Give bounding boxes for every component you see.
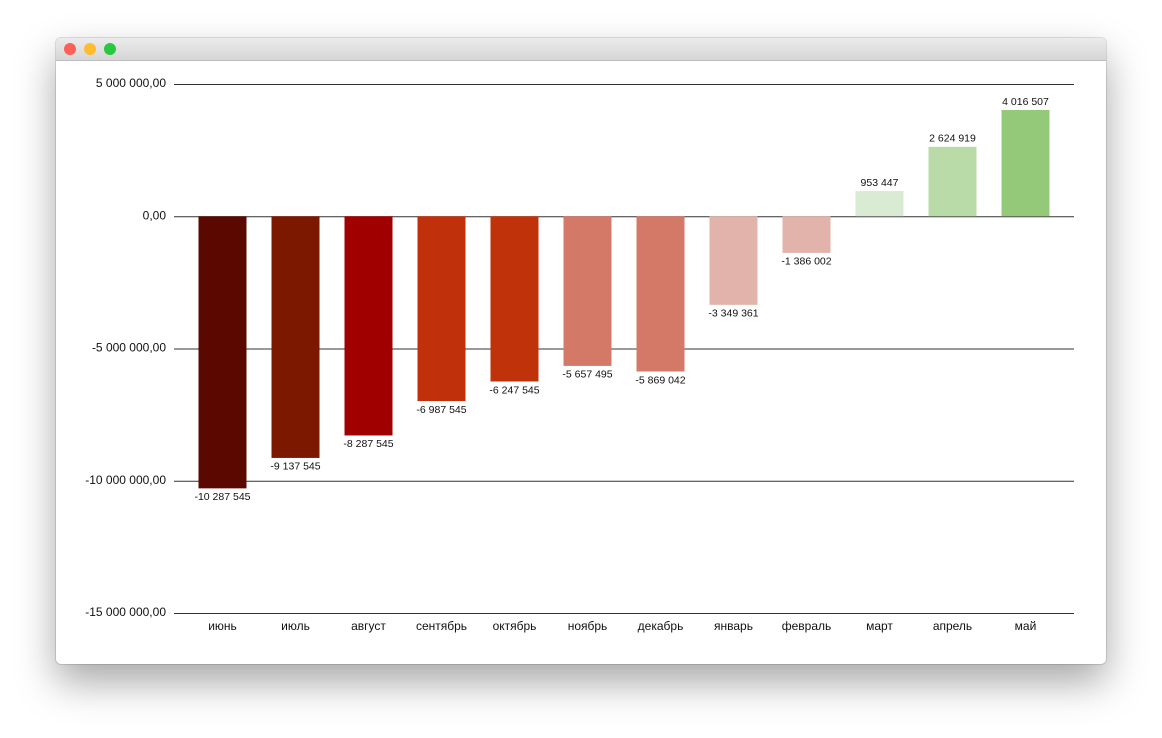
bar: [636, 216, 685, 372]
value-label: 4 016 507: [1002, 96, 1049, 108]
bar: [928, 146, 977, 217]
bar: [344, 216, 393, 436]
x-tick-label: ноябрь: [568, 619, 608, 633]
bar: [271, 216, 320, 458]
y-tick-label: 5 000 000,00: [96, 76, 166, 90]
close-button[interactable]: [64, 43, 76, 55]
minimize-button[interactable]: [84, 43, 96, 55]
value-label: -5 657 495: [562, 369, 612, 381]
bar: [782, 216, 831, 253]
value-label: -6 987 545: [416, 404, 466, 416]
y-tick-label: -5 000 000,00: [92, 341, 166, 355]
x-tick-label: январь: [714, 619, 753, 633]
bar: [709, 216, 758, 305]
bar: [417, 216, 466, 402]
x-tick-label: апрель: [933, 619, 972, 633]
bar: [563, 216, 612, 366]
bar: [1001, 110, 1050, 217]
x-tick-label: октябрь: [493, 619, 537, 633]
x-tick-label: март: [866, 619, 893, 633]
value-label: -3 349 361: [708, 308, 758, 320]
x-tick-label: декабрь: [638, 619, 684, 633]
value-label: -8 287 545: [343, 438, 393, 450]
bar: [490, 216, 539, 382]
value-label: -1 386 002: [781, 256, 831, 268]
y-tick-label: 0,00: [143, 208, 167, 222]
bar: [855, 191, 904, 217]
zoom-button[interactable]: [104, 43, 116, 55]
x-tick-label: май: [1015, 619, 1037, 633]
value-label: -10 287 545: [194, 491, 250, 503]
x-tick-label: июнь: [208, 619, 237, 633]
value-label: -5 869 042: [635, 374, 685, 386]
x-tick-label: август: [351, 619, 386, 633]
title-bar: [56, 38, 1106, 61]
x-tick-label: июль: [281, 619, 310, 633]
bar: [198, 216, 247, 489]
value-label: -6 247 545: [489, 384, 539, 396]
value-label: 953 447: [861, 177, 899, 189]
x-tick-label: февраль: [782, 619, 832, 633]
value-label: 2 624 919: [929, 133, 976, 145]
value-label: -9 137 545: [270, 461, 320, 473]
x-tick-label: сентябрь: [416, 619, 467, 633]
y-tick-label: -10 000 000,00: [85, 473, 166, 487]
y-tick-label: -15 000 000,00: [85, 605, 166, 619]
